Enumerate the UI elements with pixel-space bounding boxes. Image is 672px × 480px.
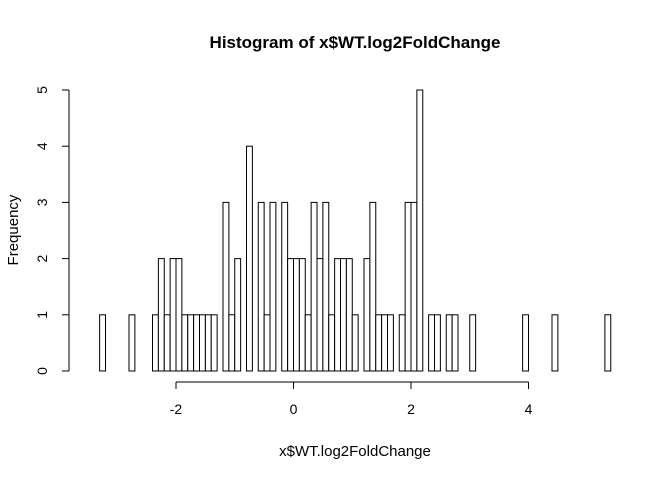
histogram-bar [269,201,277,372]
histogram-bar [434,314,441,372]
histogram-bar [175,258,183,372]
histogram-bar [375,314,383,372]
histogram-bar [340,258,347,372]
histogram-bar [445,314,453,372]
histogram-bar [387,314,394,372]
histogram-bar [416,89,424,372]
histogram-bar [234,258,242,372]
y-tick-label: 4 [34,142,50,150]
histogram-bar [298,258,306,372]
y-tick-label: 5 [34,86,50,94]
y-tick-label: 1 [34,311,50,319]
histogram-bar [257,201,265,372]
histogram-bar [204,314,212,372]
histogram-bar [469,314,477,372]
histogram-bar [398,314,406,372]
y-tick-label: 2 [34,254,50,262]
histogram-bar [222,201,230,372]
axes-group: -2 0 2 4 0 1 2 3 4 5 [34,86,533,417]
histogram-bar [345,258,353,372]
histogram-bar [604,314,612,372]
x-tick-label: 0 [290,401,298,417]
bars-group [99,89,612,372]
histogram-bar [363,258,371,372]
histogram-bar [551,314,559,372]
histogram-bar [187,314,195,372]
histogram-bar [157,258,165,372]
histogram-bar [210,314,218,372]
histogram-bar [99,314,107,372]
histogram-bar [169,258,177,372]
histogram-bar [246,145,253,372]
histogram-bar [369,201,377,372]
histogram-bar [351,314,359,372]
histogram-bar [228,314,236,372]
x-tick-label: 4 [525,401,533,417]
histogram-bar [404,201,412,372]
histogram-bar [328,314,336,372]
histogram-bar [163,314,171,372]
histogram-bar [428,314,436,372]
y-axis-label: Frequency [5,194,22,265]
histogram-bar [128,314,136,372]
histogram-bar [181,314,189,372]
x-tick-label: 2 [407,401,415,417]
histogram-bar [263,314,271,372]
histogram-bar [334,258,342,372]
y-tick-label: 0 [34,367,50,375]
histogram-bar [193,314,201,372]
histogram-bar [410,201,418,372]
histogram-bar [522,314,530,372]
y-tick-label: 3 [34,198,50,206]
histogram-bar [451,314,459,372]
histogram-bar [152,314,159,372]
x-tick-label: -2 [170,401,183,417]
histogram-bar [322,201,330,372]
histogram-bar [316,258,324,372]
histogram-bar [281,201,289,372]
histogram-bar [304,314,312,372]
histogram-bar [287,258,295,372]
histogram-bar [381,314,389,372]
histogram-bar [310,201,318,372]
histogram-bar [293,258,300,372]
histogram-bar [199,314,206,372]
x-axis-label: x$WT.log2FoldChange [279,443,431,460]
chart-title: Histogram of x$WT.log2FoldChange [210,33,501,52]
